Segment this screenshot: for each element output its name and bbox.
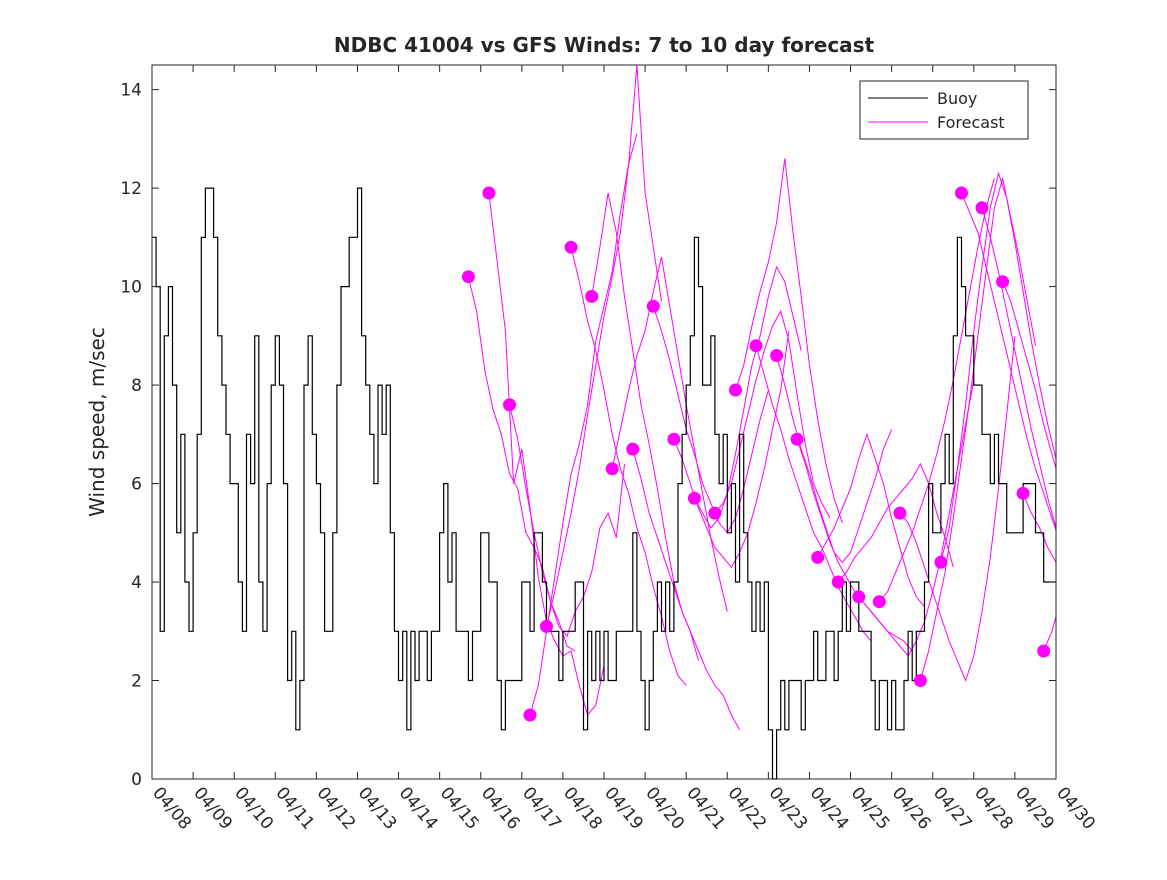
forecast-run-line (837, 462, 954, 583)
forecast-marker (482, 186, 496, 200)
forecast-marker (893, 506, 907, 520)
forecast-marker (811, 550, 825, 564)
forecast-marker (852, 590, 866, 604)
forecast-marker (646, 299, 660, 313)
forecast-marker (729, 383, 742, 397)
forecast-run-line (652, 306, 769, 534)
y-axis: 0 2 4 6 8 10 12 14 (120, 81, 1056, 790)
forecast-run-line (714, 309, 831, 519)
marker-layer (461, 186, 1051, 722)
forecast-marker (667, 432, 681, 446)
forecast-marker (540, 619, 553, 633)
forecast-run-line (673, 330, 790, 569)
series-layer (152, 65, 1056, 780)
forecast-marker (934, 555, 948, 569)
forecast-run-line (878, 178, 995, 603)
legend-forecast-label: Forecast (937, 113, 1005, 132)
forecast-run-line (755, 345, 872, 642)
forecast-run-line (467, 276, 576, 652)
forecast-run-line (961, 192, 1056, 532)
forecast-marker (1016, 486, 1030, 500)
forecast-marker (749, 339, 763, 353)
forecast-run-line (509, 404, 625, 638)
y-tick-label: 2 (131, 672, 142, 692)
forecast-marker (790, 432, 804, 446)
y-tick-label: 6 (131, 475, 142, 495)
forecast-run-line (735, 158, 843, 524)
forecast-run-line (940, 171, 1056, 563)
forecast-run-line (632, 448, 741, 731)
y-axis-label: Wind speed, m/sec (85, 327, 109, 517)
forecast-marker (523, 708, 537, 722)
y-tick-label: 14 (120, 81, 142, 101)
forecast-marker (585, 289, 599, 303)
forecast-run-line (693, 265, 802, 529)
forecast-run-line (899, 335, 1016, 682)
y-tick-label: 4 (131, 573, 142, 593)
forecast-run-line (919, 178, 1036, 681)
legend-box (859, 80, 1029, 140)
forecast-marker (996, 275, 1010, 289)
forecast-marker (461, 270, 475, 284)
forecast-marker (503, 398, 516, 412)
buoy-step-line (152, 187, 1056, 780)
y-tick-label: 10 (120, 278, 142, 298)
forecast-marker (564, 240, 578, 254)
forecast-run-line (1002, 281, 1056, 471)
legend-buoy-label: Buoy (937, 89, 977, 108)
legend: Buoy Forecast (859, 80, 1029, 140)
forecast-marker (955, 186, 968, 200)
forecast-marker (605, 462, 619, 476)
forecast-marker (626, 442, 640, 456)
forecast-run-line (570, 247, 687, 686)
y-tick-label: 0 (131, 770, 142, 790)
forecast-run-line (1043, 614, 1056, 652)
chart-title: NDBC 41004 vs GFS Winds: 7 to 10 day for… (334, 33, 875, 57)
y-tick-label: 12 (120, 179, 142, 199)
forecast-marker (975, 201, 989, 215)
forecast-marker (831, 575, 845, 589)
forecast-marker (872, 595, 886, 609)
forecast-marker (1037, 644, 1051, 658)
forecast-marker (687, 491, 701, 505)
forecast-run-line (546, 65, 662, 627)
forecast-marker (708, 506, 722, 520)
y-tick-label: 8 (131, 376, 142, 396)
forecast-run-line (817, 432, 925, 608)
forecast-marker (770, 349, 784, 362)
forecast-marker (913, 674, 927, 687)
